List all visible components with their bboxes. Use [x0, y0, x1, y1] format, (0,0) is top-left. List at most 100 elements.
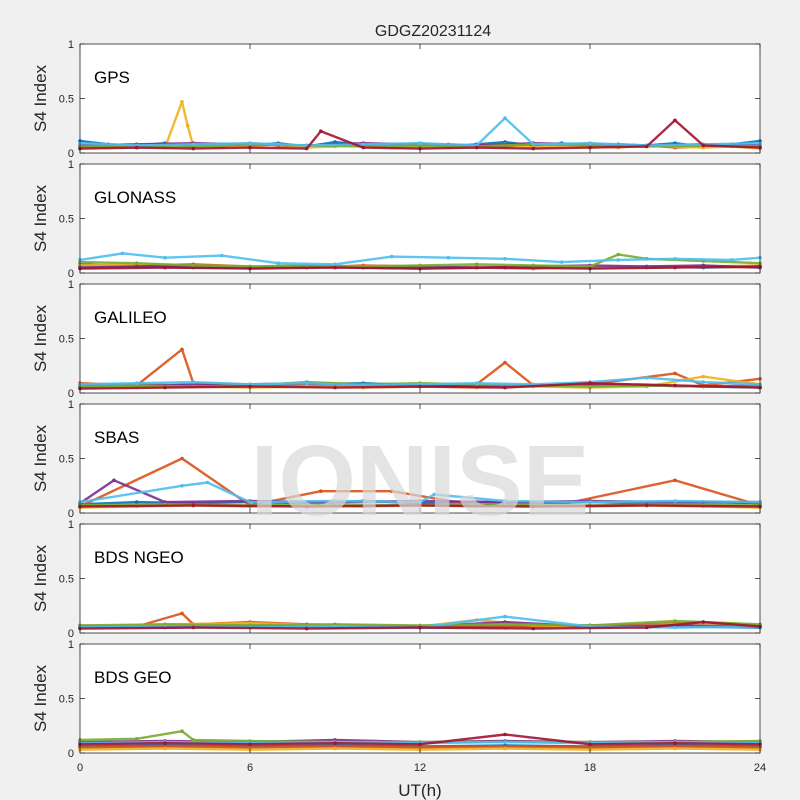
data-point [673, 625, 677, 630]
data-point [673, 118, 677, 123]
data-point [446, 255, 451, 260]
plot-area [80, 44, 760, 153]
data-point [418, 141, 422, 145]
data-point [389, 489, 394, 494]
x-axis-label: UT(h) [398, 781, 441, 800]
y-tick-label: 0.5 [59, 454, 74, 466]
data-point [474, 381, 479, 386]
data-point [191, 142, 196, 147]
data-point [673, 257, 677, 261]
data-point [248, 742, 252, 747]
data-point [191, 625, 196, 630]
y-tick-label: 0.5 [59, 94, 74, 106]
panels-group: 0 0.5 1 S4 Index GPS 0 0.5 1 S4 Index GLONASS 0 0.5… [31, 39, 766, 774]
data-point [503, 740, 507, 744]
panel-bds-geo: 0 0.5 1 S4 Index BDS GEO 0 6 12 18 24 [31, 639, 766, 774]
data-point [418, 500, 422, 504]
data-point [531, 504, 536, 509]
y-tick-label: 0 [68, 508, 74, 520]
data-point [531, 626, 536, 631]
data-point [120, 251, 125, 256]
data-point [644, 625, 649, 630]
y-tick-label: 0.5 [59, 334, 74, 346]
data-point [503, 732, 507, 737]
data-point [503, 385, 507, 390]
data-point [503, 499, 507, 503]
data-point [333, 265, 337, 270]
y-axis-label: S4 Index [31, 544, 50, 612]
data-point [191, 380, 196, 384]
panel-sbas: 0 0.5 1 S4 Index SBAS [31, 399, 762, 520]
data-point [248, 500, 252, 504]
panel-label: GALILEO [94, 308, 167, 327]
y-tick-label: 1 [68, 399, 74, 411]
y-tick-label: 0 [68, 388, 74, 400]
plot-area [80, 164, 760, 273]
panel-label: GLONASS [94, 188, 176, 207]
y-tick-label: 1 [68, 639, 74, 651]
data-point [276, 261, 281, 266]
data-point [333, 499, 337, 503]
data-point [616, 258, 621, 262]
data-point [418, 263, 422, 268]
data-point [319, 129, 323, 133]
data-point [588, 384, 592, 389]
data-point [673, 371, 677, 376]
figure-title: GDGZ20231124 [375, 23, 491, 40]
panel-bds-ngeo: 0 0.5 1 S4 Index BDS NGEO [31, 519, 762, 640]
y-axis-label: S4 Index [31, 664, 50, 732]
data-point [644, 503, 649, 508]
data-point [673, 619, 677, 623]
data-point [191, 503, 196, 508]
y-tick-label: 1 [68, 519, 74, 531]
data-point [180, 484, 184, 488]
data-point [163, 265, 167, 270]
data-point [588, 500, 592, 504]
data-point [361, 145, 366, 150]
series-6 [78, 116, 762, 148]
panel-galileo: 0 0.5 1 S4 Index GALILEO [31, 279, 762, 400]
panel-label: BDS NGEO [94, 548, 184, 567]
data-point [134, 500, 139, 504]
data-point [418, 742, 422, 747]
panel-label: GPS [94, 68, 130, 87]
data-point [134, 145, 139, 150]
data-point [180, 100, 184, 104]
data-point [191, 738, 196, 742]
data-point [191, 263, 196, 268]
data-point [644, 375, 649, 380]
data-point [248, 384, 252, 389]
data-point [361, 142, 366, 147]
series-6 [78, 375, 762, 388]
x-tick-label: 6 [247, 762, 253, 774]
data-point [503, 360, 507, 365]
x-tick-label: 18 [584, 762, 596, 774]
data-point [503, 614, 507, 619]
watermark: IONISE [251, 425, 590, 537]
data-point [474, 145, 479, 150]
data-point [163, 385, 167, 390]
data-point [180, 611, 184, 616]
data-point [248, 145, 252, 150]
data-point [304, 381, 309, 386]
data-point [729, 258, 734, 262]
data-point [112, 478, 116, 483]
data-point [673, 746, 677, 751]
data-point [163, 741, 167, 745]
panel-glonass: 0 0.5 1 S4 Index GLONASS [31, 159, 762, 280]
y-axis-label: S4 Index [31, 184, 50, 252]
data-point [185, 124, 190, 128]
panel-gps: 0 0.5 1 S4 Index GPS [31, 39, 762, 160]
data-point [418, 384, 422, 389]
data-point [333, 262, 337, 267]
y-tick-label: 0 [68, 148, 74, 160]
data-point [503, 622, 507, 627]
data-point [333, 746, 337, 751]
data-point [673, 383, 677, 388]
plot-area [80, 284, 760, 393]
panel-label: BDS GEO [94, 668, 171, 687]
data-point [503, 257, 507, 261]
data-point [644, 144, 649, 149]
data-point [588, 145, 592, 150]
series-6 [78, 251, 762, 267]
